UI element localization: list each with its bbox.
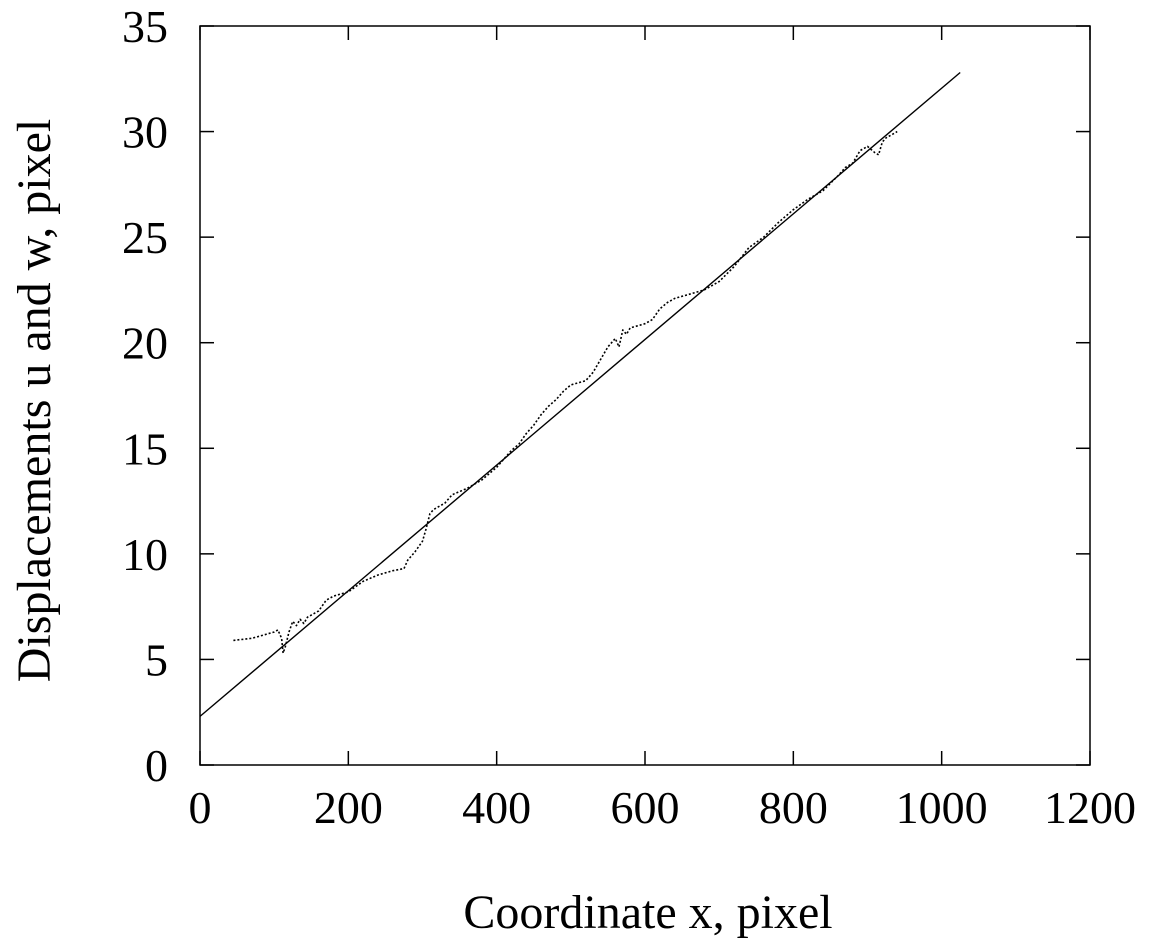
plot-frame	[199, 25, 1091, 766]
x-tick-label-6: 1200	[1044, 782, 1136, 833]
x-tick-label-5: 1000	[896, 782, 988, 833]
x-tick-label-1: 200	[314, 782, 383, 833]
x-tick-label-2: 400	[462, 782, 531, 833]
ticks-layer: 0 200 400 600 800 1000 1200 0 5 10 15 20 25 30 35	[122, 1, 1136, 833]
y-tick-label-3: 15	[122, 423, 168, 474]
linear-fit-line	[199, 71, 961, 717]
y-tick-label-4: 20	[122, 318, 168, 369]
y-tick-label-7: 35	[122, 1, 168, 52]
y-tick-label-2: 10	[122, 529, 168, 580]
y-tick-label-6: 30	[122, 107, 168, 158]
y-axis-title: Displacements u and w, pixel	[8, 119, 61, 682]
series-layer	[199, 71, 961, 717]
y-tick-label-0: 0	[145, 740, 168, 791]
y-tick-label-1: 5	[145, 634, 168, 685]
x-tick-label-0: 0	[189, 782, 212, 833]
measured-displacement-line	[233, 130, 898, 654]
x-tick-label-4: 800	[759, 782, 828, 833]
y-tick-label-5: 25	[122, 212, 168, 263]
x-tick-label-3: 600	[611, 782, 680, 833]
x-axis-title: Coordinate x, pixel	[463, 886, 832, 939]
